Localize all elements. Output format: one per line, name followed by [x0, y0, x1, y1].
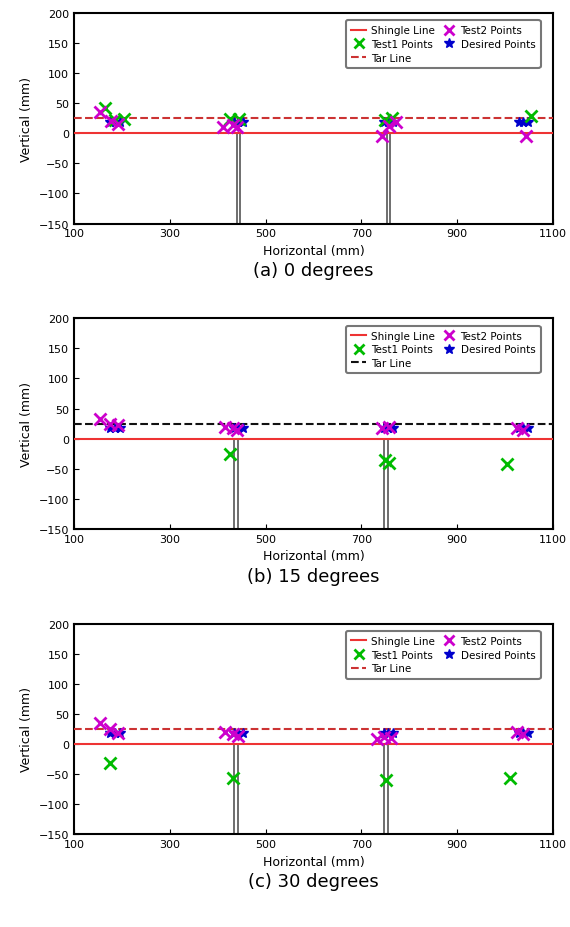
Legend: Shingle Line, Test1 Points, Tar Line, Test2 Points, Desired Points: Shingle Line, Test1 Points, Tar Line, Te…: [345, 21, 540, 69]
Y-axis label: Vertical (mm): Vertical (mm): [21, 382, 33, 466]
Text: (b) 15 degrees: (b) 15 degrees: [247, 567, 380, 585]
Y-axis label: Vertical (mm): Vertical (mm): [21, 687, 33, 771]
Text: (a) 0 degrees: (a) 0 degrees: [253, 262, 374, 280]
X-axis label: Horizontal (mm): Horizontal (mm): [263, 245, 364, 258]
Text: (c) 30 degrees: (c) 30 degrees: [248, 872, 379, 890]
Legend: Shingle Line, Test1 Points, Tar Line, Test2 Points, Desired Points: Shingle Line, Test1 Points, Tar Line, Te…: [345, 326, 540, 374]
Y-axis label: Vertical (mm): Vertical (mm): [21, 77, 33, 161]
X-axis label: Horizontal (mm): Horizontal (mm): [263, 855, 364, 868]
Legend: Shingle Line, Test1 Points, Tar Line, Test2 Points, Desired Points: Shingle Line, Test1 Points, Tar Line, Te…: [345, 631, 540, 679]
X-axis label: Horizontal (mm): Horizontal (mm): [263, 550, 364, 563]
